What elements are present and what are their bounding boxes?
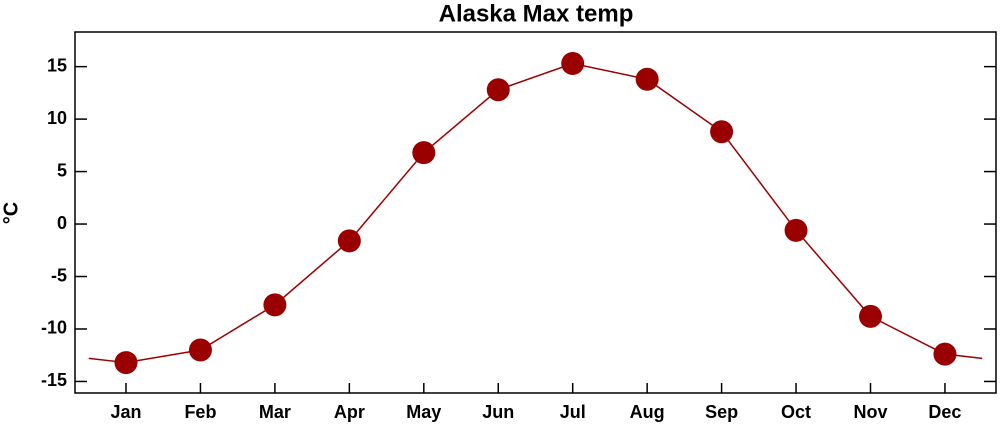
x-tick-label: Jan — [110, 402, 141, 422]
data-point — [114, 351, 138, 375]
y-tick-label: 5 — [57, 160, 67, 180]
x-tick-label: Feb — [184, 402, 216, 422]
data-point — [263, 293, 287, 317]
data-point — [337, 229, 361, 253]
data-point — [784, 218, 808, 242]
chart-title: Alaska Max temp — [439, 0, 634, 27]
y-tick-label: -10 — [41, 318, 67, 338]
x-tick-label: Nov — [853, 402, 887, 422]
x-tick-label: Apr — [334, 402, 365, 422]
data-point — [933, 342, 957, 366]
plot-frame — [74, 31, 997, 394]
y-tick-label: -15 — [41, 370, 67, 390]
x-tick-label: Mar — [259, 402, 291, 422]
data-point — [486, 78, 510, 102]
x-tick-label: Aug — [630, 402, 665, 422]
x-tick-label: Jul — [560, 402, 586, 422]
data-point — [635, 67, 659, 91]
x-tick-label: Jun — [482, 402, 514, 422]
y-axis-label: °C — [0, 202, 22, 224]
data-line — [125, 62, 946, 364]
y-tick-label: 15 — [47, 55, 67, 75]
x-tick-label: May — [406, 402, 441, 422]
x-tick-label: Oct — [781, 402, 811, 422]
data-point — [412, 141, 436, 165]
y-tick-label: 0 — [57, 213, 67, 233]
data-point — [561, 51, 585, 75]
data-point — [859, 304, 882, 328]
x-tick-label: Sep — [705, 402, 738, 422]
y-tick-label: -5 — [51, 265, 67, 285]
x-tick-label: Dec — [928, 402, 961, 422]
y-tick-label: 10 — [47, 108, 67, 128]
data-point — [188, 338, 212, 362]
data-point — [710, 120, 734, 144]
